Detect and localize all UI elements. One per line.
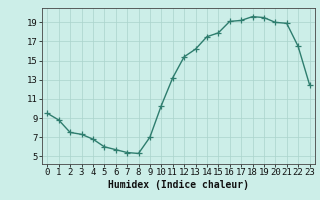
X-axis label: Humidex (Indice chaleur): Humidex (Indice chaleur) bbox=[108, 180, 249, 190]
